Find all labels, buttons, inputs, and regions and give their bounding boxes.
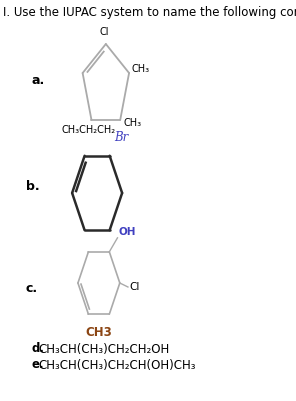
Text: a.: a.	[32, 75, 45, 87]
Text: Br: Br	[114, 131, 128, 144]
Text: Cl: Cl	[100, 27, 110, 37]
Text: OH: OH	[119, 227, 136, 237]
Text: CH₃: CH₃	[123, 118, 141, 128]
Text: CH₃CH(CH₃)CH₂CH₂OH: CH₃CH(CH₃)CH₂CH₂OH	[38, 342, 170, 356]
Text: CH₃CH(CH₃)CH₂CH(OH)CH₃: CH₃CH(CH₃)CH₂CH(OH)CH₃	[38, 358, 196, 371]
Text: I. Use the IUPAC system to name the following compounds:: I. Use the IUPAC system to name the foll…	[3, 6, 296, 19]
Text: CH₃CH₂CH₂: CH₃CH₂CH₂	[61, 125, 115, 135]
Text: Cl: Cl	[129, 282, 139, 292]
Text: e.: e.	[32, 358, 45, 371]
Text: CH₃: CH₃	[132, 64, 150, 74]
Text: b.: b.	[25, 180, 39, 192]
Text: c.: c.	[25, 282, 38, 294]
Text: d.: d.	[32, 342, 45, 356]
Text: CH3: CH3	[86, 326, 112, 339]
